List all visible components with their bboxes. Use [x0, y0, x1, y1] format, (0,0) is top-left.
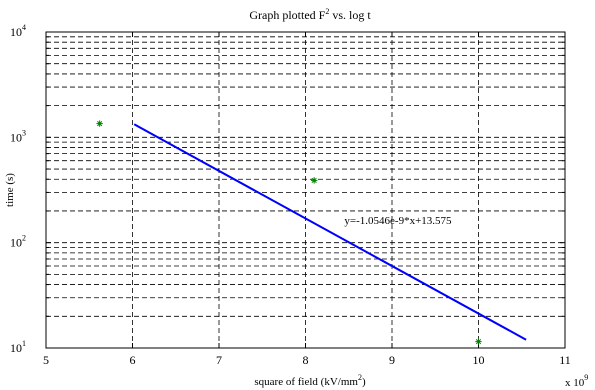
regression-equation: y=-1.0546e-9*x+13.575 — [344, 215, 452, 227]
data-point-marker — [475, 338, 482, 345]
x-tick-label: 11 — [559, 353, 571, 367]
x-tick-label: 8 — [303, 353, 309, 367]
data-point-marker — [310, 177, 318, 184]
y-tick-label: 104 — [10, 23, 26, 39]
data-point-marker — [96, 120, 103, 127]
ticks: 5 6 7 8 9 10 11 101 102 103 104 — [10, 23, 571, 367]
fit-line — [133, 123, 527, 341]
x-tick-label: 6 — [130, 353, 136, 367]
y-tick-label: 101 — [10, 339, 26, 355]
x-axis-label: square of field (kV/mm2) — [254, 373, 366, 388]
y-tick-label: 102 — [10, 234, 26, 250]
series — [96, 120, 527, 345]
x-tick-label: 10 — [473, 353, 485, 367]
x-tick-label: 7 — [216, 353, 222, 367]
y-tick-label: 103 — [10, 128, 26, 144]
x-tick-label: 5 — [43, 353, 49, 367]
x-tick-label: 9 — [389, 353, 395, 367]
chart-title: Graph plotted F2 vs. log t — [249, 7, 371, 22]
y-axis-label: time (s) — [4, 173, 16, 207]
x-axis-multiplier: x 109 — [565, 373, 588, 389]
